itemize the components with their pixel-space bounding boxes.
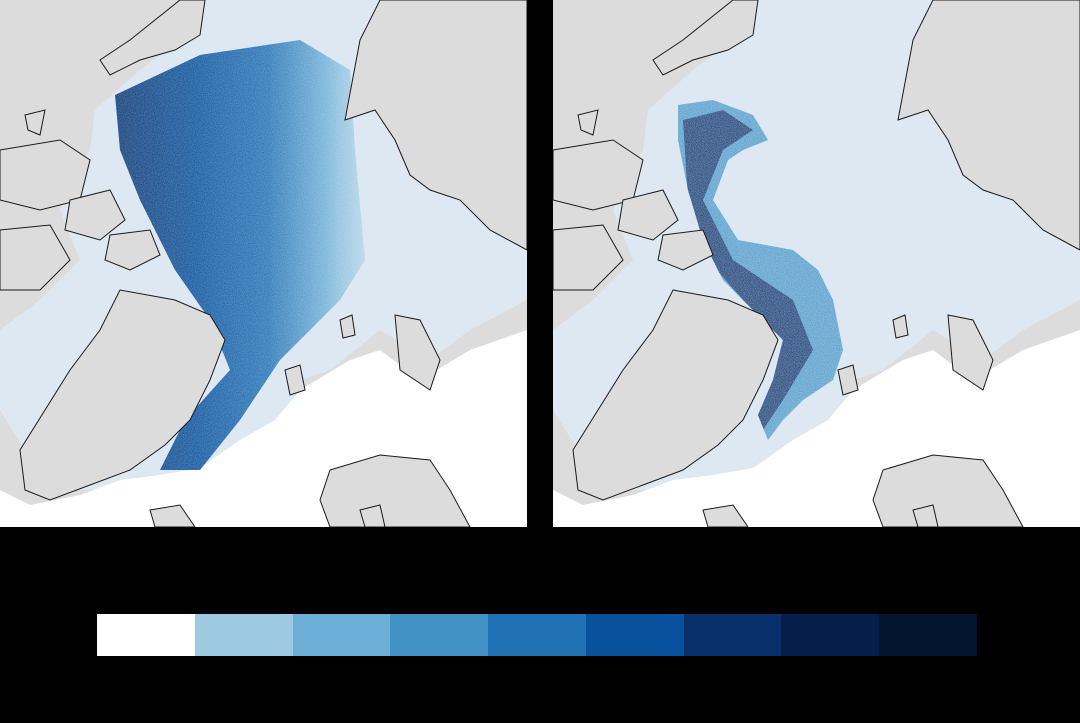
greenland <box>572 289 779 501</box>
siberia-coast <box>344 0 527 251</box>
island <box>553 224 624 291</box>
scandinavia <box>394 314 441 391</box>
colorbar-swatch <box>781 614 880 656</box>
alaska <box>99 0 206 76</box>
island <box>359 504 386 527</box>
island <box>0 224 71 291</box>
island <box>892 314 909 339</box>
island <box>657 229 714 271</box>
colorbar-swatch <box>683 614 782 656</box>
island <box>24 109 46 136</box>
island <box>104 229 161 271</box>
island <box>284 364 306 396</box>
island <box>577 109 599 136</box>
colorbar-swatch <box>390 614 489 656</box>
alaska <box>652 0 759 76</box>
map-panel-left <box>0 0 527 527</box>
coastlines <box>0 0 527 527</box>
colorbar-swatch <box>194 614 293 656</box>
island <box>912 504 939 527</box>
island <box>149 504 196 527</box>
island <box>617 189 679 241</box>
colorbar-swatch <box>585 614 684 656</box>
scandinavia <box>947 314 994 391</box>
map-panel-right <box>553 0 1080 527</box>
greenland <box>19 289 226 501</box>
island <box>64 189 126 241</box>
europe-coast <box>872 454 1024 527</box>
siberia-coast <box>897 0 1080 251</box>
colorbar <box>97 614 978 656</box>
island <box>702 504 749 527</box>
colorbar-swatch <box>292 614 391 656</box>
colorbar-swatch <box>97 614 195 656</box>
island <box>837 364 859 396</box>
colorbar-swatch <box>879 614 978 656</box>
colorbar-swatch <box>488 614 586 656</box>
europe-coast <box>319 454 471 527</box>
coastlines <box>553 0 1080 527</box>
arctic-map-left <box>0 0 527 527</box>
island <box>339 314 356 339</box>
arctic-map-right <box>553 0 1080 527</box>
